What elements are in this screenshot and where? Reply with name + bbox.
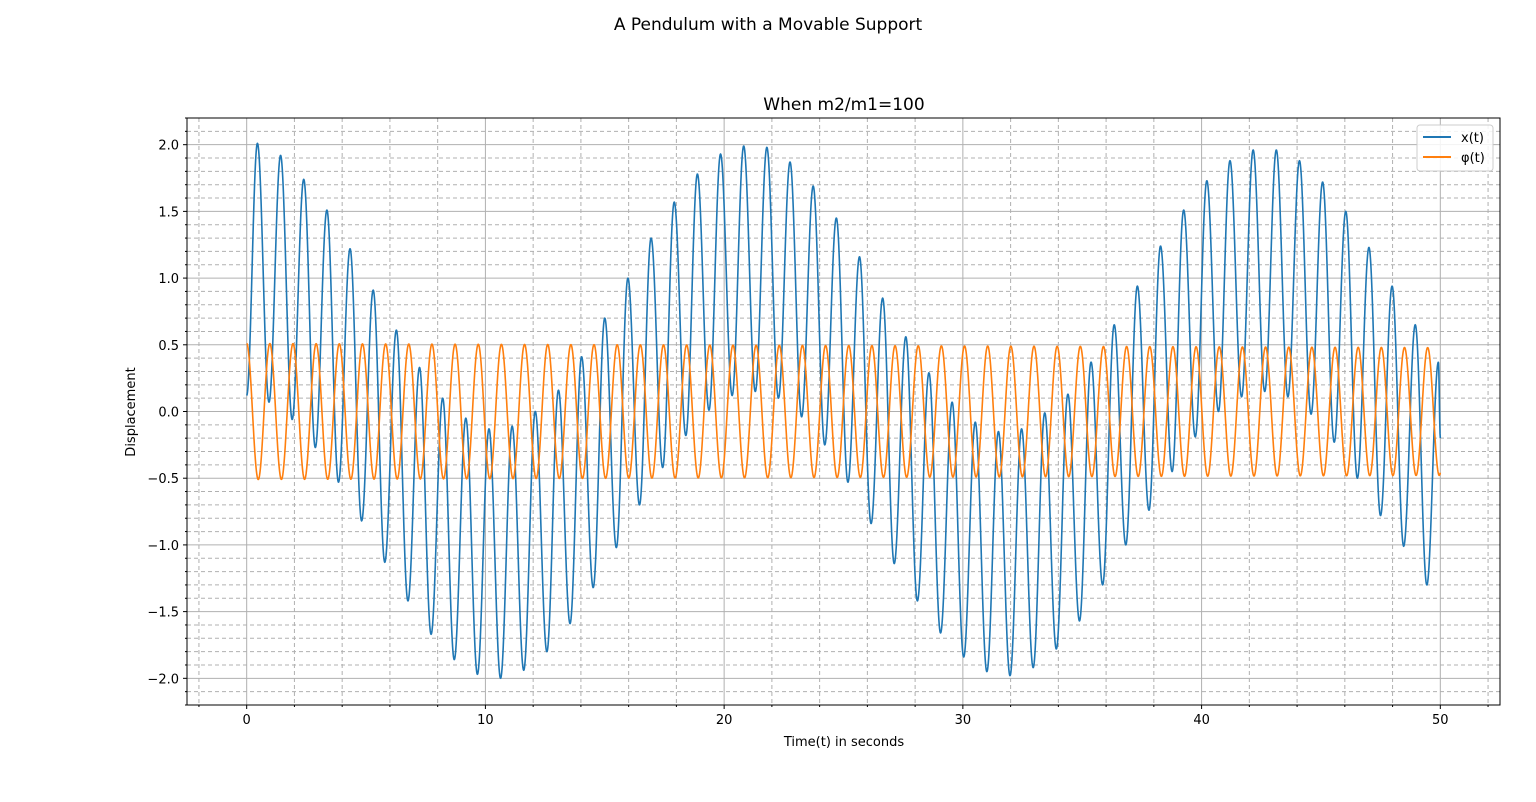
y-axis-ticks: 2.0 1.5 1.0 0.5 0.0 −0.5 −1.0 −1.5 −2.0: [147, 117, 187, 706]
plot-area: 0 10 20 30 40 50 2.0 1.5 1.0 0.5 0.0 −0.5 −1.0 −1.5 −…: [147, 117, 1501, 728]
x-tick-label: 30: [955, 713, 972, 728]
y-tick-label: −0.5: [147, 472, 179, 487]
y-tick-label: 1.5: [158, 205, 179, 220]
y-tick-label: −1.5: [147, 606, 179, 621]
series-layer: [246, 142, 1442, 680]
x-tick-label: 50: [1432, 713, 1449, 728]
x-tick-label: 20: [716, 713, 733, 728]
legend-label-phi: φ(t): [1461, 151, 1485, 166]
y-tick-label: 2.0: [158, 139, 179, 154]
y-axis-label: Displacement: [124, 367, 139, 456]
x-tick-label: 0: [243, 713, 251, 728]
major-grid: [187, 118, 1500, 705]
y-tick-label: 0.0: [158, 406, 179, 421]
y-tick-label: −2.0: [147, 672, 179, 687]
x-axis-ticks: 0 10 20 30 40 50: [198, 705, 1489, 728]
x-tick-label: 40: [1193, 713, 1210, 728]
y-tick-label: 0.5: [158, 339, 179, 354]
y-tick-label: 1.0: [158, 272, 179, 287]
series-line-phi: [246, 342, 1442, 481]
legend: x(t) φ(t): [1416, 124, 1494, 172]
x-axis-label: Time(t) in seconds: [783, 735, 905, 750]
x-tick-label: 10: [477, 713, 494, 728]
legend-label-x: x(t): [1461, 131, 1484, 146]
chart-title: When m2/m1=100: [763, 95, 924, 115]
y-tick-label: −1.0: [147, 539, 179, 554]
figure-suptitle: A Pendulum with a Movable Support: [614, 15, 923, 35]
